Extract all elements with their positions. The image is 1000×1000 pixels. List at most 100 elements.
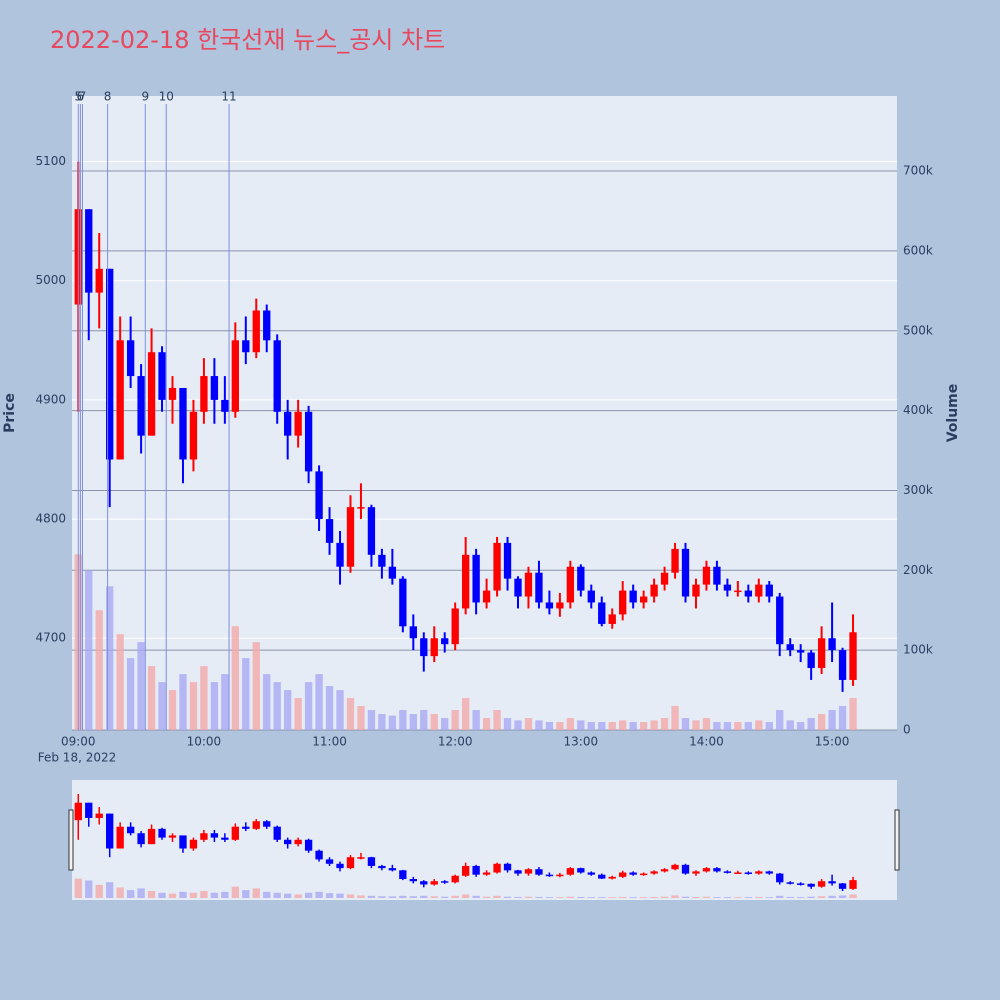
slider-volume-bar xyxy=(367,895,376,898)
candle-body xyxy=(713,566,721,585)
candle-body xyxy=(838,650,847,680)
volume-bar xyxy=(744,722,752,730)
candle-body xyxy=(179,387,187,460)
slider-candle-body xyxy=(713,868,721,872)
slider-candle-body xyxy=(514,870,522,874)
slider-volume-bar xyxy=(116,887,124,898)
slider-candle-body xyxy=(451,875,459,883)
volume-bar xyxy=(461,698,470,730)
slider-candle-body xyxy=(116,826,124,849)
slider-volume-bar xyxy=(74,878,82,898)
slider-candle-body xyxy=(482,872,491,875)
volume-bar xyxy=(451,710,459,730)
volume-bar xyxy=(441,718,449,730)
candle-body xyxy=(263,310,271,341)
slider-volume-bar xyxy=(315,891,323,898)
slider-volume-bar xyxy=(179,891,187,898)
slider-candle-body xyxy=(367,857,376,866)
slider-volume-bar xyxy=(451,895,459,898)
slider-candle-body xyxy=(179,835,187,849)
slider-candle-body xyxy=(734,872,742,874)
candle-body xyxy=(514,578,522,597)
volume-bar xyxy=(116,634,124,730)
volume-bar xyxy=(346,698,355,730)
volume-bar xyxy=(587,722,595,730)
x-tick-label: 09:00 xyxy=(61,735,96,749)
slider-volume-bar xyxy=(336,893,344,898)
candle-body xyxy=(378,554,386,567)
slider-candle-body xyxy=(828,881,836,884)
candle-body xyxy=(147,352,156,436)
candle-body xyxy=(189,411,198,460)
slider-volume-bar xyxy=(252,888,260,898)
slider-volume-bar xyxy=(346,894,355,898)
candle-body xyxy=(126,340,135,377)
y2-tick-label: 300k xyxy=(903,483,933,497)
y-tick-label: 5100 xyxy=(35,154,66,168)
candle-body xyxy=(587,590,595,603)
slider-candle-body xyxy=(357,857,365,859)
volume-bar xyxy=(828,710,836,730)
y2-tick-label: 400k xyxy=(903,403,933,417)
volume-bar xyxy=(126,658,135,730)
news-label: 5 xyxy=(74,90,82,104)
candle-body xyxy=(231,340,239,412)
candle-body xyxy=(650,584,658,597)
slider-volume-bar xyxy=(189,892,198,898)
slider-candle-body xyxy=(629,872,637,875)
slider-volume-bar xyxy=(137,888,145,898)
candle-body xyxy=(734,590,742,593)
slider-candle-body xyxy=(399,870,407,880)
volume-bar xyxy=(231,626,239,730)
slider-volume-bar xyxy=(325,893,334,898)
slider-volume-bar xyxy=(786,896,794,898)
volume-bar xyxy=(608,722,616,730)
slider-candle-body xyxy=(158,828,166,838)
volume-bar xyxy=(639,722,648,730)
x-tick-label: 10:00 xyxy=(187,735,222,749)
candle-body xyxy=(221,399,229,412)
candle-body xyxy=(367,507,376,555)
slider-handle[interactable] xyxy=(68,809,74,871)
slider-volume-bar xyxy=(420,895,428,898)
candle-body xyxy=(797,650,805,653)
slider-volume-bar xyxy=(503,896,512,898)
candle-body xyxy=(116,340,124,460)
candle-body xyxy=(284,411,292,436)
volume-bar xyxy=(838,706,847,730)
slider-candle-body xyxy=(210,833,219,838)
candle-body xyxy=(681,548,690,597)
slider-candle-body xyxy=(681,864,690,874)
slider-candle-body xyxy=(755,871,763,874)
volume-bar xyxy=(106,586,114,730)
slider-volume-bar xyxy=(472,895,480,898)
y2-tick-label: 500k xyxy=(903,323,933,337)
volume-bar xyxy=(315,674,323,730)
x-tick-label: 14:00 xyxy=(689,735,724,749)
news-label: 8 xyxy=(104,90,112,104)
slider-candle-body xyxy=(776,873,784,883)
volume-bar xyxy=(472,710,480,730)
candle-body xyxy=(619,590,627,615)
slider-volume-bar xyxy=(168,893,177,898)
candle-body xyxy=(776,596,784,645)
candle-body xyxy=(252,310,260,353)
range-slider[interactable] xyxy=(72,780,897,900)
volume-bar xyxy=(702,718,711,730)
slider-candle-body xyxy=(284,839,292,845)
slider-candle-body xyxy=(838,883,847,889)
slider-candle-body xyxy=(168,835,177,838)
slider-candle-body xyxy=(817,881,826,887)
x-tick-label: 11:00 xyxy=(312,735,347,749)
slider-volume-bar xyxy=(828,895,836,898)
slider-volume-bar xyxy=(660,896,669,898)
volume-bar xyxy=(817,714,826,730)
slider-candle-body xyxy=(797,883,805,885)
candle-body xyxy=(399,578,407,627)
slider-candle-body xyxy=(85,802,93,818)
slider-handle[interactable] xyxy=(894,809,900,871)
candle-body xyxy=(420,638,428,657)
volume-bar xyxy=(482,718,491,730)
candle-body xyxy=(598,602,606,624)
slider-volume-bar xyxy=(304,892,313,898)
